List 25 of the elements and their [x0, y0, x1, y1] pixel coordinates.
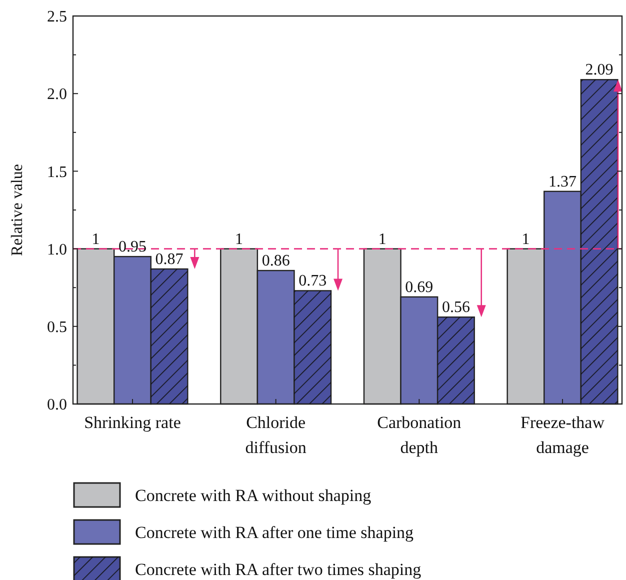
data-label: 0.73 [298, 272, 327, 290]
x-tick-label: Shrinking rate [84, 413, 181, 432]
legend-label: Concrete with RA after two times shaping [135, 560, 422, 579]
y-tick-label: 2.0 [47, 86, 67, 104]
data-label: 1 [235, 230, 244, 248]
data-label: 1 [522, 230, 530, 248]
x-tick-label: Freeze-thaw damage [520, 413, 606, 457]
data-label: 0.86 [262, 252, 290, 270]
x-tick-label: Chloride diffusion [245, 413, 307, 457]
data-label: 0.56 [442, 299, 470, 316]
y-tick-label: 2.5 [47, 8, 67, 26]
data-label: 1 [378, 230, 386, 248]
y-tick-label: 1.5 [47, 164, 67, 181]
y-tick-label: 1.0 [47, 241, 67, 258]
x-tick-label: Carbonation depth [377, 413, 462, 457]
data-label: 1.37 [548, 173, 577, 190]
data-label: 0.87 [155, 250, 184, 268]
legend-label: Concrete with RA after one time shaping [135, 522, 414, 542]
y-tick-label: 0.0 [47, 396, 67, 414]
y-tick-label: 0.5 [47, 319, 67, 336]
data-label: 2.09 [585, 62, 614, 79]
data-label: 1 [92, 230, 100, 248]
y-axis-title: Relative value [9, 164, 26, 256]
legend-label: Concrete with RA without shaping [135, 486, 372, 505]
data-label: 0.69 [405, 278, 434, 296]
